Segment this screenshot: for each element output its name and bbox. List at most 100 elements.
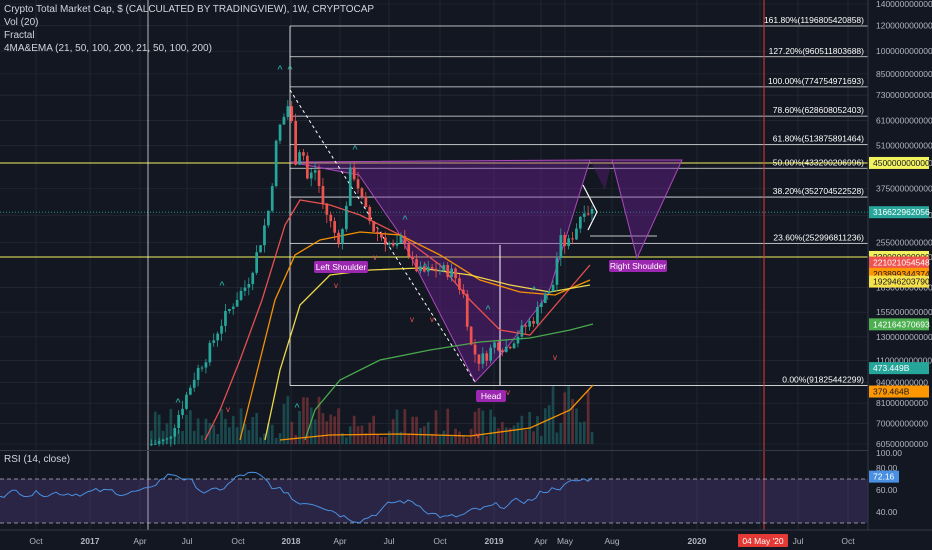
price-tag-bg xyxy=(869,206,929,219)
volume-bar xyxy=(294,434,297,444)
volume-bar xyxy=(243,423,247,444)
volume-bar xyxy=(255,413,258,444)
price-tick-label: 130000000000 xyxy=(876,332,932,342)
candle-body xyxy=(520,325,524,337)
candle-body xyxy=(571,238,574,240)
candle-body xyxy=(415,259,418,272)
time-tick-label: 2019 xyxy=(485,536,504,546)
fib-level-label: 0.00%(91825442299) xyxy=(782,375,864,385)
volume-bar xyxy=(270,424,274,444)
volume-bar xyxy=(341,432,344,444)
indicator-fractal[interactable]: Fractal xyxy=(4,30,35,41)
projection-path[interactable] xyxy=(582,184,598,231)
volume-bar xyxy=(586,390,590,444)
candle-body xyxy=(306,155,309,179)
volume-bar xyxy=(196,418,200,444)
ma-100-line xyxy=(264,267,591,441)
price-tag-bg xyxy=(869,318,929,331)
candle-body xyxy=(294,120,297,165)
volume-bar xyxy=(551,386,555,444)
volume-bar xyxy=(259,437,262,444)
fractal-down-marker: v xyxy=(373,253,377,262)
time-tick-label: 2020 xyxy=(688,536,707,546)
time-axis[interactable]: Oct 2017 Apr Jul Oct 2018 Apr Jul Oct 2019 Apr May A… xyxy=(29,534,855,547)
trend-dashed-line[interactable] xyxy=(289,89,476,383)
volume-bar xyxy=(454,428,457,444)
candle-body xyxy=(181,408,184,415)
volume-bar xyxy=(477,408,481,444)
date-marker-badge: 04 May '20 xyxy=(738,534,788,547)
volume-bar xyxy=(286,396,290,444)
fib-level-label: 78.60%(628608052403) xyxy=(773,105,864,115)
volume-bar xyxy=(555,432,559,444)
indicator-ma-ema[interactable]: 4MA&EMA (21, 50, 100, 200, 21, 50, 100, … xyxy=(4,43,212,54)
volume-bar xyxy=(274,437,278,444)
candle-body xyxy=(411,256,414,260)
volume-bar xyxy=(391,419,395,444)
price-axis[interactable]: 1400000000000 1200000000000 1000000000000 8… xyxy=(876,0,932,517)
fractal-up-marker: ^ xyxy=(543,294,549,304)
pattern-right-shoulder-join xyxy=(590,160,612,190)
candle-body xyxy=(391,243,395,246)
volume-bar xyxy=(220,408,223,444)
volume-bar xyxy=(181,431,184,444)
rsi-value-tag: 72.16 xyxy=(873,472,895,482)
candle-body xyxy=(423,266,426,272)
pattern-right-shoulder-shape xyxy=(590,159,683,260)
price-tick-label: 510000000000 xyxy=(876,140,932,150)
fib-level-label: 100.00%(774754971693) xyxy=(768,76,864,86)
candle-body xyxy=(231,306,235,309)
fractal-up-marker: ^ xyxy=(294,402,300,412)
grid-lines xyxy=(0,0,868,530)
volume-bar xyxy=(473,411,477,444)
candle-body xyxy=(282,116,286,125)
candle-body xyxy=(528,320,531,327)
chart-title: Crypto Total Market Cap, $ (CALCULATED B… xyxy=(4,4,375,15)
volume-bar xyxy=(497,428,500,444)
candle-body xyxy=(547,291,551,294)
candle-body xyxy=(493,342,496,348)
time-tick-label: Jul xyxy=(384,536,395,546)
indicator-vol[interactable]: Vol (20) xyxy=(4,17,39,28)
volume-bars xyxy=(150,385,594,444)
candle-body xyxy=(450,268,453,277)
volume-bar xyxy=(150,430,153,444)
candle-body xyxy=(395,242,399,246)
volume-bar xyxy=(407,433,411,444)
candle-body xyxy=(465,293,469,327)
ma-200-line xyxy=(304,323,594,441)
candle-body xyxy=(298,152,301,165)
candle-body xyxy=(224,311,227,326)
ema-long-line xyxy=(279,384,594,441)
volume-bar xyxy=(501,422,504,444)
rsi-tick-label: 80.00 xyxy=(876,463,898,473)
candle-body xyxy=(356,179,360,189)
volume-bar xyxy=(376,434,379,444)
fib-level-label: 61.80%(513875891464) xyxy=(773,133,864,143)
candle-body xyxy=(274,140,278,187)
candle-body xyxy=(563,234,567,246)
volume-bar xyxy=(571,399,574,444)
price-tick-label: 110000000000 xyxy=(876,355,932,365)
candle-body xyxy=(532,320,535,324)
candle-body xyxy=(586,213,590,215)
volume-bar xyxy=(224,418,227,444)
price-tag-label: 450000000000 xyxy=(873,158,930,168)
candle-body xyxy=(501,350,504,353)
right-shoulder-label-bg xyxy=(609,260,667,272)
volume-bar xyxy=(536,416,539,444)
time-tick-label: May xyxy=(557,536,574,546)
candle-body xyxy=(489,347,492,361)
rsi-title[interactable]: RSI (14, close) xyxy=(4,454,71,465)
candle-body xyxy=(399,235,403,243)
candle-body xyxy=(426,267,430,272)
fractal-up-marker: ^ xyxy=(175,397,181,407)
rsi-band xyxy=(0,479,868,523)
volume-bar xyxy=(298,410,301,444)
candle-body xyxy=(462,289,465,294)
horizontal-levels[interactable] xyxy=(0,162,868,258)
volume-bar xyxy=(419,427,422,444)
candle-body xyxy=(454,268,457,279)
candle-body xyxy=(267,210,270,226)
